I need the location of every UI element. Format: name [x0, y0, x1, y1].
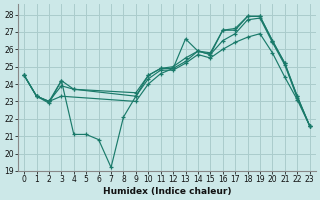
X-axis label: Humidex (Indice chaleur): Humidex (Indice chaleur) [103, 187, 231, 196]
